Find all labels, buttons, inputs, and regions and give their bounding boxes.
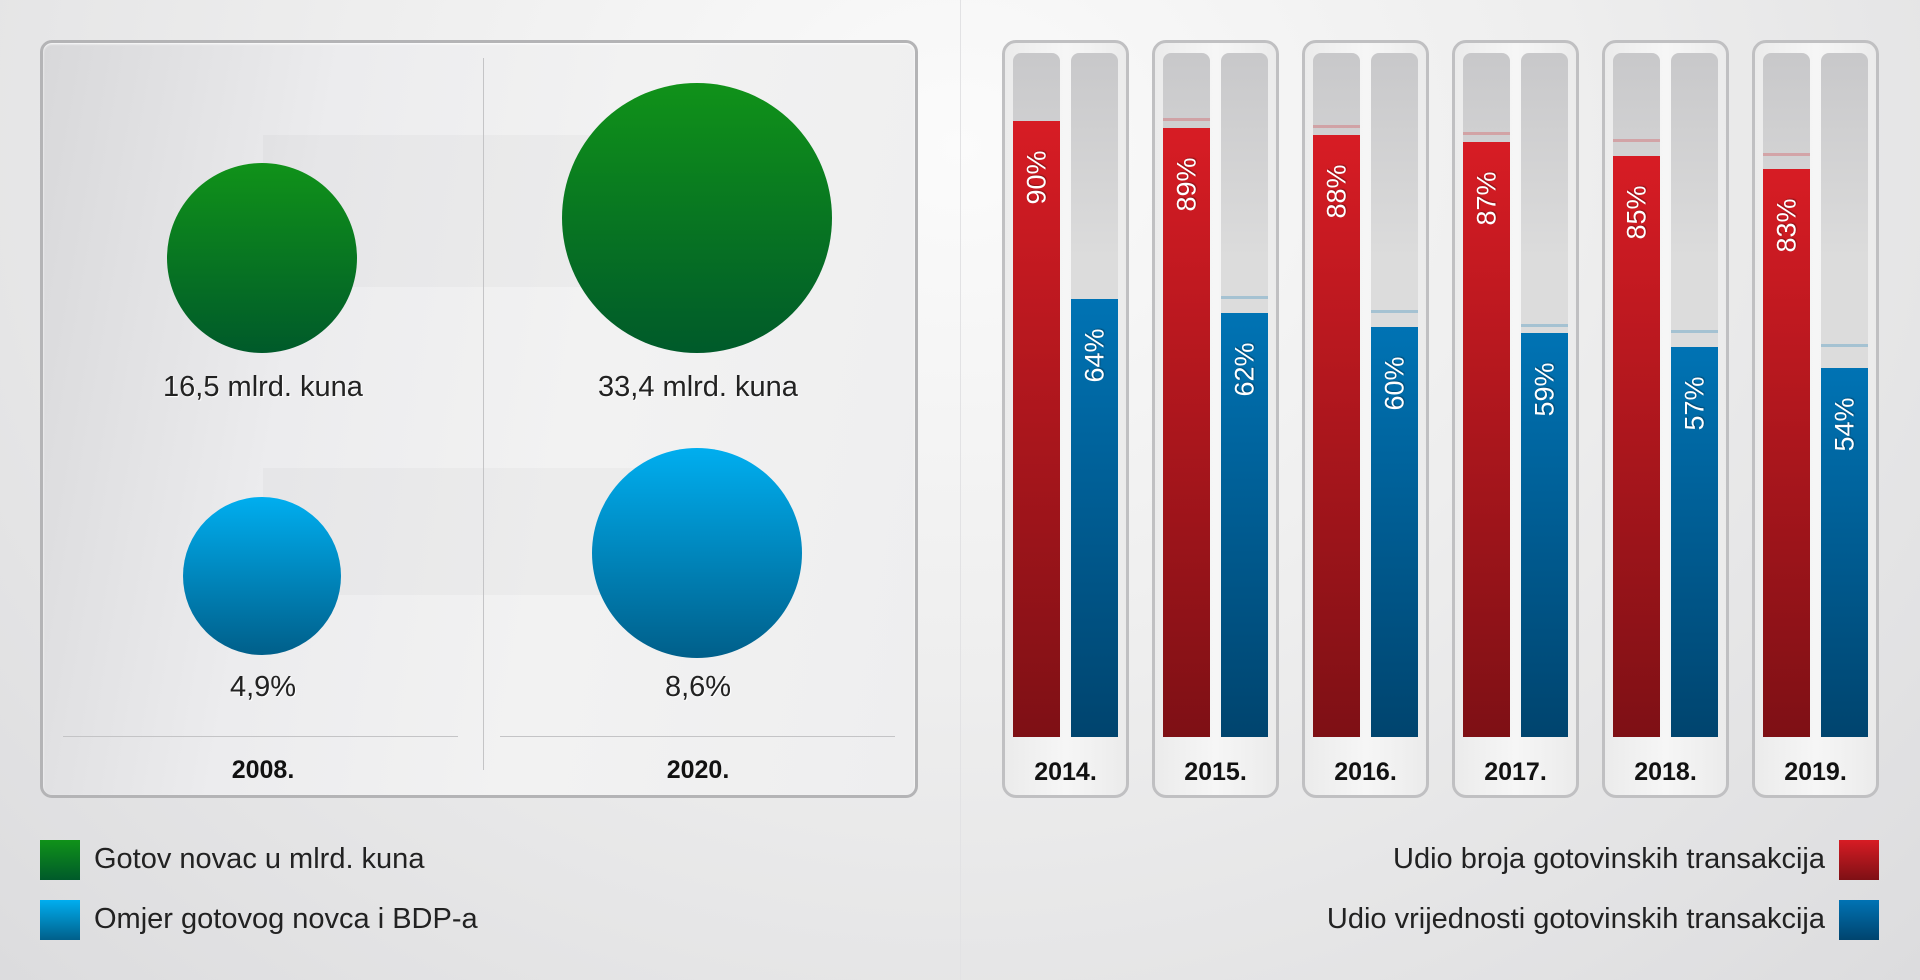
bar-track: 87% — [1463, 53, 1510, 737]
bar-data-label: 54% — [1829, 397, 1859, 452]
bar-value-share: 64% — [1071, 299, 1118, 737]
bar-track: 89% — [1163, 53, 1210, 737]
bar-data-label: 83% — [1771, 198, 1801, 253]
bar-data-label: 85% — [1621, 185, 1651, 240]
previous-year-marker — [1821, 344, 1868, 348]
legend-label: Gotov novac u mlrd. kuna — [94, 843, 425, 875]
section-divider — [960, 0, 961, 980]
bubble-2008-cash — [167, 163, 357, 353]
previous-year-marker — [1763, 152, 1810, 156]
legend-swatch-count — [1839, 840, 1879, 880]
year-label: 2018. — [1634, 758, 1697, 786]
bar-data-label: 90% — [1021, 150, 1051, 205]
bar-track: 62% — [1221, 53, 1268, 737]
column-divider — [483, 58, 484, 770]
previous-year-marker — [1521, 323, 1568, 327]
bar-count-share: 83% — [1763, 169, 1810, 737]
year-label: 2014. — [1034, 758, 1097, 786]
year-label: 2015. — [1184, 758, 1247, 786]
bar-track: 88% — [1313, 53, 1360, 737]
bar-group-2018: 85% 57% 2018. — [1602, 40, 1729, 798]
bubble-2020-cash — [562, 83, 832, 353]
legend-label: Omjer gotovog novca i BDP-a — [94, 903, 478, 935]
bubble-label: 8,6% — [664, 671, 732, 703]
year-label: 2016. — [1334, 758, 1397, 786]
previous-year-marker — [1163, 118, 1210, 122]
bar-track: 57% — [1671, 53, 1718, 737]
bar-track: 59% — [1521, 53, 1568, 737]
bar-data-label: 64% — [1079, 328, 1109, 383]
year-label: 2008. — [231, 756, 295, 784]
previous-year-marker — [1613, 138, 1660, 142]
bar-data-label: 62% — [1229, 342, 1259, 397]
legend-swatch-ratio — [40, 900, 80, 940]
bubble-2020-ratio — [592, 448, 802, 658]
bar-track: 54% — [1821, 53, 1868, 737]
bar-track: 60% — [1371, 53, 1418, 737]
bar-value-share: 59% — [1521, 333, 1568, 737]
bar-data-label: 57% — [1679, 376, 1709, 431]
bar-count-share: 89% — [1163, 128, 1210, 737]
bar-count-share: 88% — [1313, 135, 1360, 737]
bar-data-label: 59% — [1529, 362, 1559, 417]
legend-label: Udio vrijednosti gotovinskih transakcija — [1326, 903, 1825, 935]
legend-swatch-cash — [40, 840, 80, 880]
axis-line — [500, 736, 895, 737]
bubble-label: 16,5 mlrd. kuna — [163, 371, 363, 403]
bar-data-label: 89% — [1171, 157, 1201, 212]
bubble-label: 33,4 mlrd. kuna — [598, 371, 798, 403]
bar-group-2017: 87% 59% 2017. — [1452, 40, 1579, 798]
legend-swatch-value — [1839, 900, 1879, 940]
bar-track: 90% — [1013, 53, 1060, 737]
bubble-label: 4,9% — [229, 671, 297, 703]
bar-group-2016: 88% 60% 2016. — [1302, 40, 1429, 798]
previous-year-marker — [1463, 132, 1510, 136]
bar-value-share: 60% — [1371, 326, 1418, 737]
bubble-chart-panel: 16,5 mlrd. kuna 33,4 mlrd. kuna 4,9% 8,6… — [40, 40, 918, 798]
previous-year-marker — [1313, 125, 1360, 129]
bar-group-2014: 90% 64% 2014. — [1002, 40, 1129, 798]
axis-line — [63, 736, 458, 737]
bar-data-label: 87% — [1471, 171, 1501, 226]
bar-track: 85% — [1613, 53, 1660, 737]
legend-label: Udio broja gotovinskih transakcija — [1393, 843, 1825, 875]
bar-value-share: 57% — [1671, 347, 1718, 737]
bar-group-2015: 89% 62% 2015. — [1152, 40, 1279, 798]
year-label: 2020. — [666, 756, 730, 784]
bar-value-share: 62% — [1221, 312, 1268, 737]
bar-data-label: 60% — [1379, 356, 1409, 411]
previous-year-marker — [1671, 330, 1718, 334]
year-label: 2019. — [1784, 758, 1847, 786]
bar-group-2019: 83% 54% 2019. — [1752, 40, 1879, 798]
previous-year-marker — [1221, 296, 1268, 300]
bar-track: 64% — [1071, 53, 1118, 737]
bar-count-share: 90% — [1013, 121, 1060, 737]
previous-year-marker — [1371, 309, 1418, 313]
bar-track: 83% — [1763, 53, 1810, 737]
bubble-2008-ratio — [183, 497, 341, 655]
year-label: 2017. — [1484, 758, 1547, 786]
bar-value-share: 54% — [1821, 367, 1868, 737]
bar-count-share: 87% — [1463, 141, 1510, 737]
bar-data-label: 88% — [1321, 164, 1351, 219]
bar-count-share: 85% — [1613, 155, 1660, 737]
